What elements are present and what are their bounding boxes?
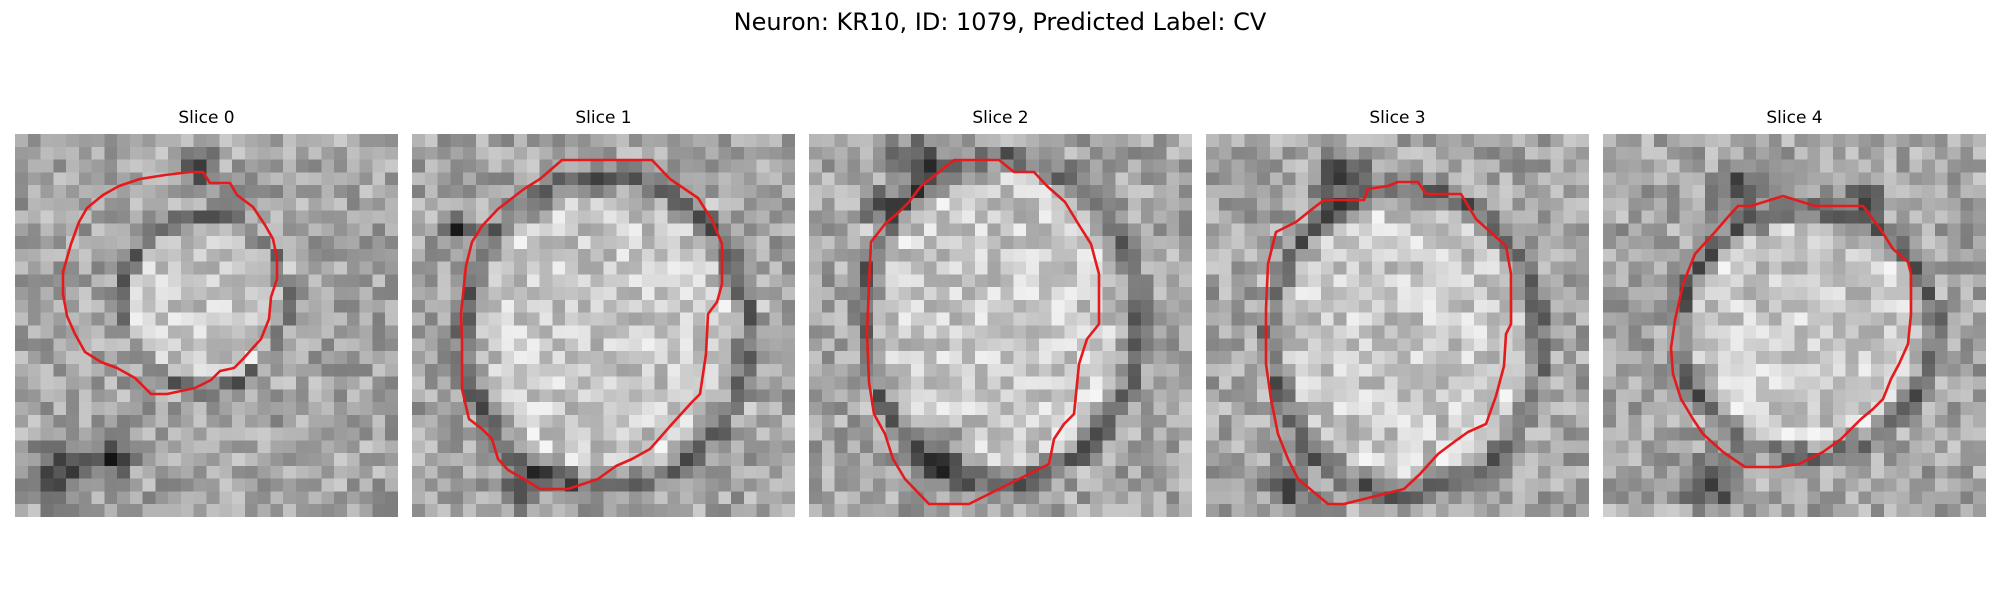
slice-4-title: Slice 4 bbox=[1766, 108, 1823, 128]
slice-0-image bbox=[15, 134, 398, 517]
slice-0-title: Slice 0 bbox=[178, 108, 235, 128]
slice-1-title: Slice 1 bbox=[575, 108, 632, 128]
slice-3-image bbox=[1206, 134, 1589, 517]
slice-3-title: Slice 3 bbox=[1369, 108, 1426, 128]
figure-title: Neuron: KR10, ID: 1079, Predicted Label:… bbox=[733, 8, 1267, 36]
slice-2-title: Slice 2 bbox=[972, 108, 1029, 128]
slice-2-image bbox=[809, 134, 1192, 517]
slice-4-image bbox=[1603, 134, 1986, 517]
slice-1-image bbox=[412, 134, 795, 517]
